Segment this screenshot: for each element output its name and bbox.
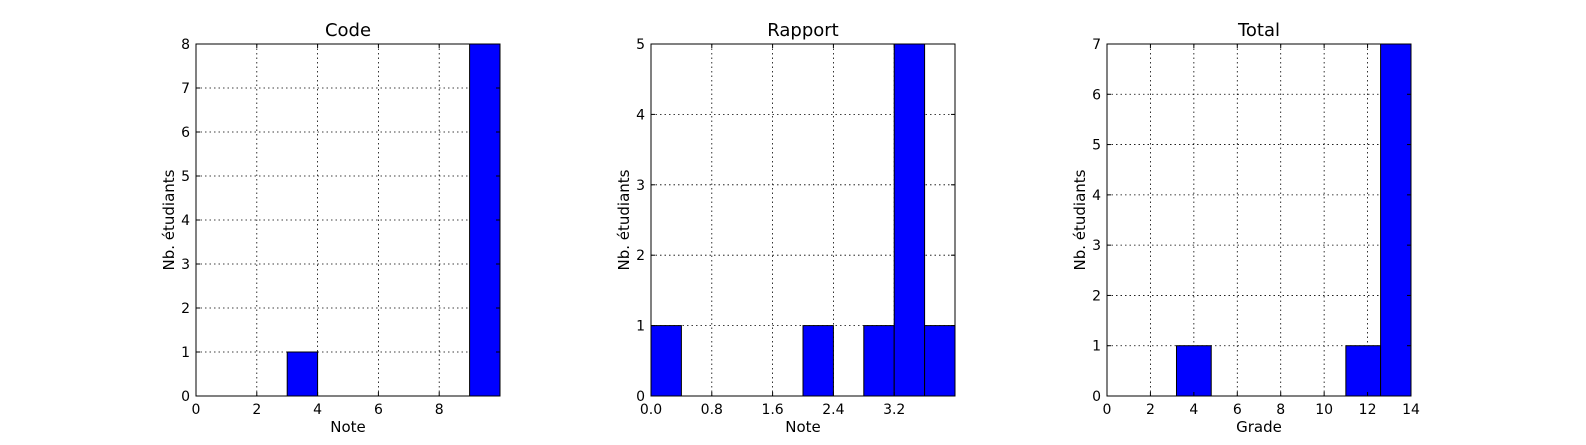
histogram-bar xyxy=(1175,345,1212,397)
x-tick-label: 6 xyxy=(374,402,383,418)
histogram-bar xyxy=(924,325,956,397)
x-tick-label: 4 xyxy=(313,402,322,418)
histogram-bar xyxy=(802,325,834,397)
y-axis-label: Nb. étudiants xyxy=(615,169,633,270)
histogram-bar xyxy=(286,351,319,397)
x-axis-label: Grade xyxy=(1236,418,1282,436)
plot-area xyxy=(1107,44,1411,396)
y-tick-label: 0 xyxy=(636,389,645,405)
histogram-bar xyxy=(893,43,926,397)
y-tick-label: 3 xyxy=(181,257,190,273)
y-tick-label: 2 xyxy=(1092,288,1101,304)
y-tick-label: 8 xyxy=(181,37,190,53)
x-tick-label: 6 xyxy=(1233,402,1242,418)
x-tick-label: 14 xyxy=(1402,402,1420,418)
x-tick-label: 0.0 xyxy=(640,402,662,418)
x-tick-label: 2 xyxy=(1146,402,1155,418)
histogram-bar xyxy=(650,325,682,397)
y-tick-label: 2 xyxy=(181,301,190,317)
x-tick-label: 4 xyxy=(1189,402,1198,418)
histogram-bar xyxy=(1345,345,1382,397)
histogram-bar xyxy=(1380,43,1412,397)
chart-panel-code: 0 2 4 6 8 0 1 2 3 4 5 6 7 8 Code Note Nb. étudiants xyxy=(160,20,501,436)
x-tick-label: 8 xyxy=(1276,402,1285,418)
y-tick-label: 0 xyxy=(1092,389,1101,405)
y-tick-label: 1 xyxy=(181,345,190,361)
y-tick-label: 1 xyxy=(1092,339,1101,355)
y-tick-label: 4 xyxy=(636,107,645,123)
chart-title: Total xyxy=(1237,20,1280,41)
x-tick-label: 2 xyxy=(252,402,261,418)
y-tick-label: 7 xyxy=(1092,37,1101,53)
y-tick-label: 5 xyxy=(181,169,190,185)
x-tick-label: 1.6 xyxy=(761,402,783,418)
x-tick-label: 0.8 xyxy=(701,402,723,418)
histogram-bar xyxy=(863,325,895,397)
chart-panel-rapport: 0.0 0.8 1.6 2.4 3.2 0 1 2 3 4 5 Rapport Note Nb. étud… xyxy=(615,20,956,436)
y-tick-label: 2 xyxy=(636,248,645,264)
axes-frame xyxy=(650,43,956,397)
y-tick-label: 4 xyxy=(181,213,190,229)
x-tick-label: 8 xyxy=(435,402,444,418)
y-tick-label: 5 xyxy=(636,37,645,53)
y-axis-label: Nb. étudiants xyxy=(160,169,178,270)
y-tick-label: 5 xyxy=(1092,138,1101,154)
x-tick-label: 12 xyxy=(1359,402,1377,418)
x-tick-label: 0 xyxy=(1103,402,1112,418)
x-tick-label: 2.4 xyxy=(822,402,844,418)
chart-title: Code xyxy=(325,20,371,41)
x-tick-label: 0 xyxy=(192,402,201,418)
x-axis-label: Note xyxy=(785,418,821,436)
y-axis-label: Nb. étudiants xyxy=(1071,169,1089,270)
y-tick-label: 6 xyxy=(1092,87,1101,103)
y-tick-label: 1 xyxy=(636,319,645,335)
y-tick-label: 3 xyxy=(1092,238,1101,254)
y-tick-label: 0 xyxy=(181,389,190,405)
histogram-bar xyxy=(469,43,501,397)
y-tick-label: 6 xyxy=(181,125,190,141)
y-tick-label: 3 xyxy=(636,178,645,194)
x-tick-label: 10 xyxy=(1315,402,1333,418)
y-tick-label: 7 xyxy=(181,81,190,97)
y-tick-label: 4 xyxy=(1092,188,1101,204)
x-tick-label: 3.2 xyxy=(883,402,905,418)
chart-title: Rapport xyxy=(767,20,838,41)
axes-frame xyxy=(1106,43,1412,397)
x-axis-label: Note xyxy=(330,418,366,436)
